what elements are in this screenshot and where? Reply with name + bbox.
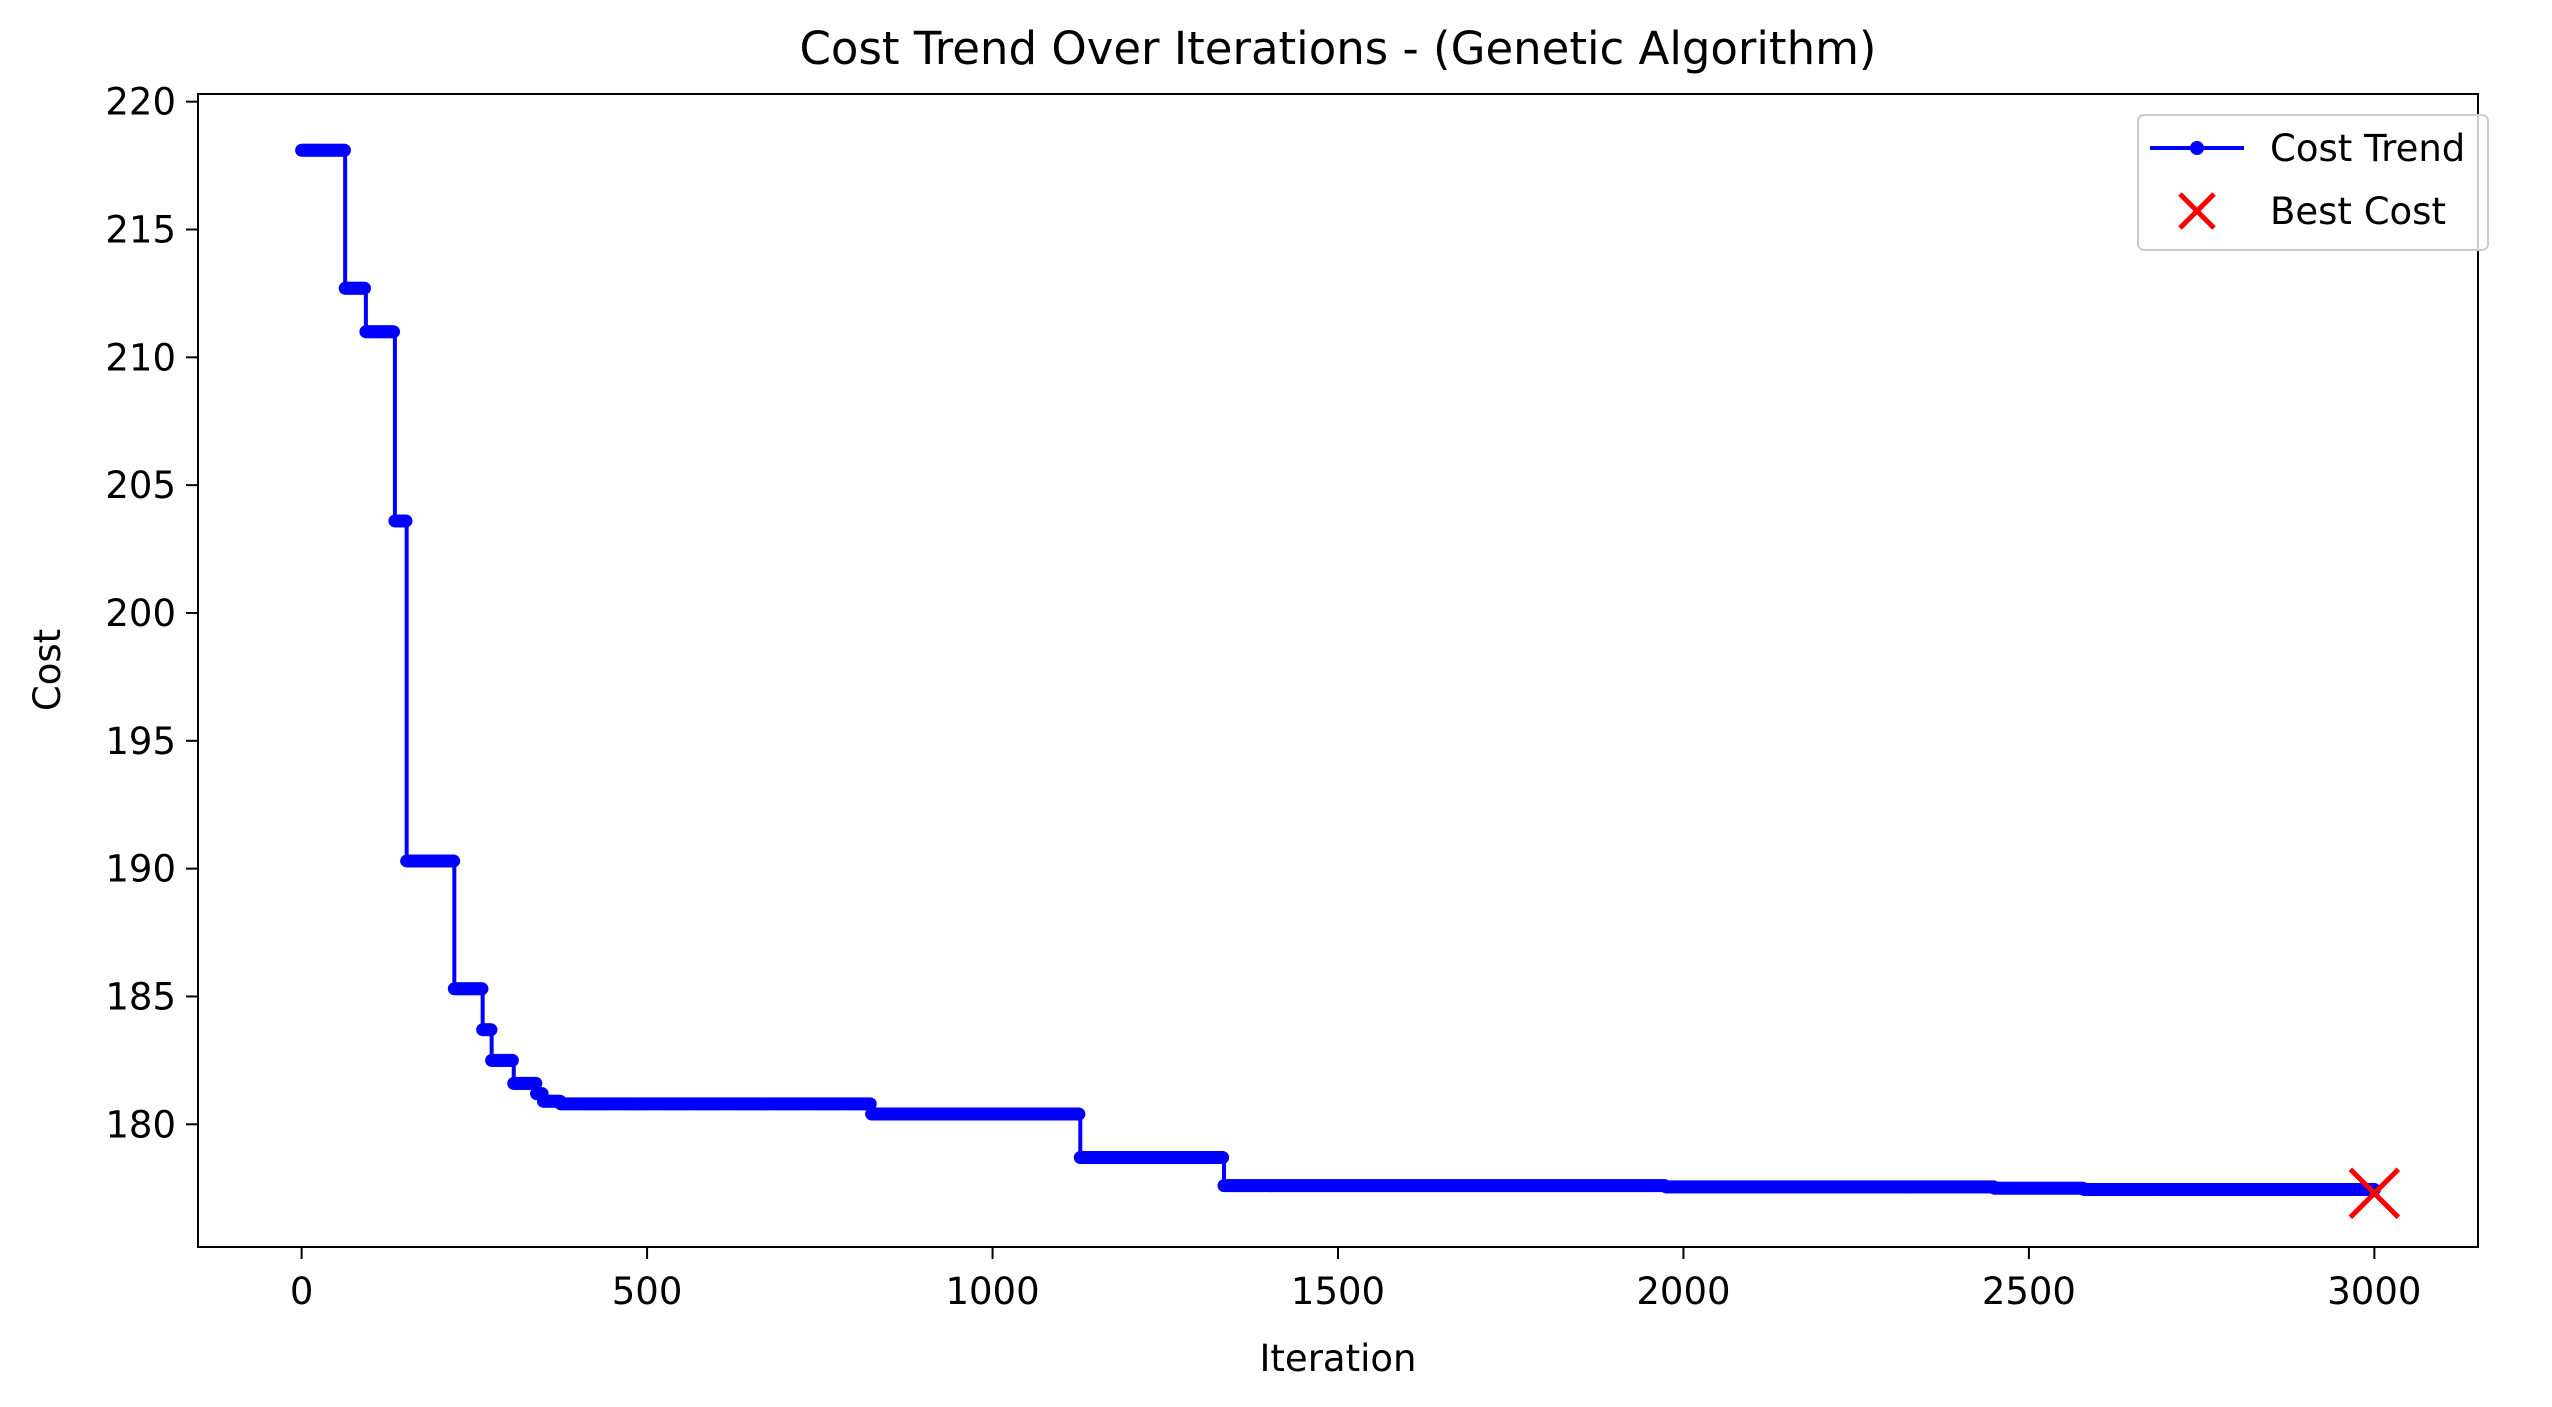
y-tick-label: 190 (105, 848, 176, 891)
cost-trend-point (447, 854, 461, 868)
y-tick-label: 185 (105, 975, 176, 1018)
cost-trend-point (529, 1076, 543, 1090)
cost-trend-point (1072, 1107, 1086, 1121)
x-tick-label: 3000 (2327, 1270, 2421, 1313)
x-tick-label: 1000 (945, 1270, 1039, 1313)
y-axis-ticks: 180 185 190 195 200 205 210 215 220 (105, 81, 198, 1146)
cost-trend-markers (295, 143, 2381, 1196)
legend-cost-trend-marker (2190, 141, 2204, 155)
y-tick-label: 215 (105, 208, 176, 251)
y-tick-label: 200 (105, 592, 176, 635)
x-tick-label: 0 (290, 1270, 314, 1313)
cost-trend-point (484, 1023, 498, 1037)
chart-title: Cost Trend Over Iterations - (Genetic Al… (800, 22, 1877, 75)
legend-best-cost-marker (2178, 192, 2216, 230)
x-tick-label: 1500 (1291, 1270, 1385, 1313)
x-tick-label: 500 (612, 1270, 683, 1313)
legend-cost-trend-label: Cost Trend (2270, 127, 2465, 170)
x-tick-label: 2000 (1636, 1270, 1730, 1313)
x-axis-label: Iteration (1260, 1337, 1417, 1380)
x-tick-label: 2500 (1982, 1270, 2076, 1313)
plot-frame (197, 93, 2479, 1248)
y-tick-label: 195 (105, 720, 176, 763)
plot-area (295, 143, 2401, 1220)
cost-trend-point (1216, 1151, 1230, 1165)
best-cost-marker (2348, 1167, 2401, 1220)
y-tick-label: 205 (105, 464, 176, 507)
cost-trend-point (505, 1053, 519, 1067)
cost-trend-point (358, 281, 372, 295)
legend: Cost Trend Best Cost (2137, 114, 2489, 251)
y-axis-label: Cost (26, 629, 69, 711)
cost-trend-point (399, 514, 413, 528)
cost-trend-point (337, 143, 351, 157)
cost-trend-point (387, 325, 401, 339)
y-tick-label: 220 (105, 81, 176, 124)
cost-trend-point (475, 982, 489, 996)
legend-best-cost-label: Best Cost (2270, 190, 2446, 233)
y-tick-label: 180 (105, 1103, 176, 1146)
cost-trend-point (863, 1097, 877, 1111)
x-axis-ticks: 0 500 1000 1500 2000 2500 3000 (290, 1247, 2421, 1313)
y-tick-label: 210 (105, 336, 176, 379)
best-cost-marker-stroke (2348, 1167, 2401, 1220)
